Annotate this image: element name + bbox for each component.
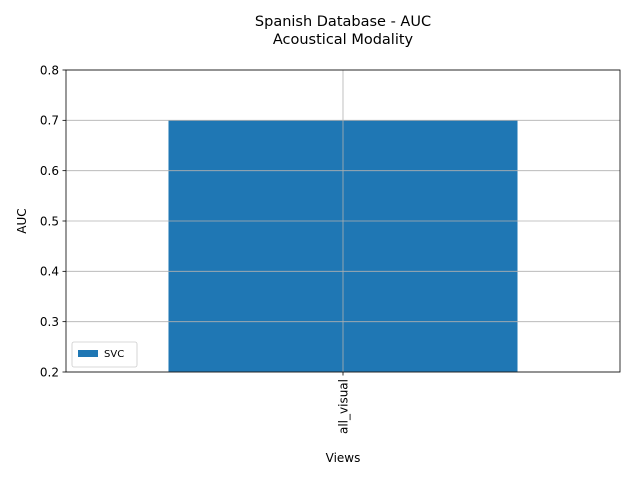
y-tick-label: 0.4 <box>40 265 59 279</box>
chart-title: Spanish Database - AUC <box>255 14 431 30</box>
legend-swatch <box>78 350 98 357</box>
chart-subtitle: Acoustical Modality <box>273 32 414 48</box>
y-tick-label: 0.3 <box>40 315 59 329</box>
y-axis-label: AUC <box>15 208 29 233</box>
y-tick-label: 0.8 <box>40 63 59 77</box>
legend-box <box>71 341 138 368</box>
x-axis-label: Views <box>326 451 361 465</box>
axes-frame <box>65 69 621 373</box>
legend-label: SVC <box>104 349 124 360</box>
x-tick-label: all_visual <box>336 379 350 434</box>
legend: SVC <box>71 341 138 368</box>
y-tick-label: 0.6 <box>40 164 59 178</box>
y-tick-label: 0.5 <box>40 214 59 228</box>
y-tick-label: 0.7 <box>40 114 59 128</box>
plot-area: 0.2 0.3 0.4 0.5 0.6 0.7 0.8 all_visual SVC <box>40 63 621 434</box>
y-tick-label: 0.2 <box>40 365 59 379</box>
